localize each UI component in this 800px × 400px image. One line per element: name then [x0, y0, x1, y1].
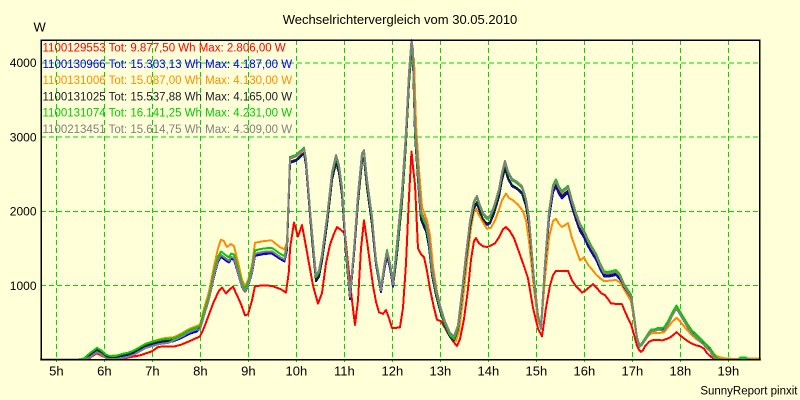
svg-text:6h: 6h — [97, 364, 111, 379]
svg-text:9h: 9h — [241, 364, 255, 379]
svg-text:15h: 15h — [526, 364, 548, 379]
svg-text:1000: 1000 — [10, 279, 37, 293]
svg-text:1100130966 Tot: 15.303,13 Wh M: 1100130966 Tot: 15.303,13 Wh Max: 4.187,… — [43, 59, 293, 71]
svg-text:18h: 18h — [670, 364, 692, 379]
svg-text:7h: 7h — [145, 364, 159, 379]
svg-text:16h: 16h — [574, 364, 596, 379]
svg-text:2000: 2000 — [10, 205, 37, 219]
svg-text:12h: 12h — [382, 364, 404, 379]
svg-text:1100213451 Tot: 15.614,75 Wh M: 1100213451 Tot: 15.614,75 Wh Max: 4.309,… — [43, 124, 293, 136]
svg-text:1100131025 Tot: 15.537,88 Wh M: 1100131025 Tot: 15.537,88 Wh Max: 4.165,… — [43, 91, 293, 103]
svg-text:1100131074 Tot: 16.141,25 Wh M: 1100131074 Tot: 16.141,25 Wh Max: 4.231,… — [43, 108, 293, 120]
svg-text:5h: 5h — [49, 364, 63, 379]
svg-text:17h: 17h — [622, 364, 644, 379]
svg-text:1100129553 Tot: 9.877,50 Wh Ma: 1100129553 Tot: 9.877,50 Wh Max: 2.806,0… — [43, 43, 286, 55]
svg-text:W: W — [34, 20, 47, 35]
svg-text:SunnyReport pinxit: SunnyReport pinxit — [700, 386, 798, 398]
svg-text:1100131006 Tot: 15.087,00 Wh M: 1100131006 Tot: 15.087,00 Wh Max: 4.130,… — [43, 75, 293, 87]
svg-text:19h: 19h — [718, 364, 740, 379]
svg-text:13h: 13h — [430, 364, 452, 379]
svg-text:3000: 3000 — [10, 130, 37, 144]
svg-text:4000: 4000 — [10, 56, 37, 70]
svg-text:14h: 14h — [478, 364, 500, 379]
svg-text:8h: 8h — [193, 364, 207, 379]
svg-text:11h: 11h — [334, 364, 355, 379]
svg-text:10h: 10h — [286, 364, 308, 379]
svg-text:Wechselrichtervergleich vom 30: Wechselrichtervergleich vom 30.05.2010 — [283, 12, 518, 27]
